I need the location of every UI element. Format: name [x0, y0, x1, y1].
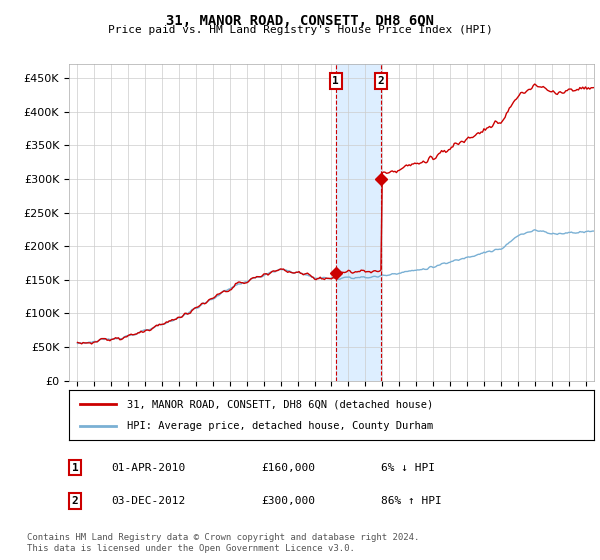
Text: 6% ↓ HPI: 6% ↓ HPI — [381, 463, 435, 473]
Text: £160,000: £160,000 — [261, 463, 315, 473]
Text: HPI: Average price, detached house, County Durham: HPI: Average price, detached house, Coun… — [127, 421, 433, 431]
Text: 2: 2 — [71, 496, 79, 506]
Text: 03-DEC-2012: 03-DEC-2012 — [111, 496, 185, 506]
Text: Price paid vs. HM Land Registry's House Price Index (HPI): Price paid vs. HM Land Registry's House … — [107, 25, 493, 35]
Text: £300,000: £300,000 — [261, 496, 315, 506]
Text: 01-APR-2010: 01-APR-2010 — [111, 463, 185, 473]
Text: 86% ↑ HPI: 86% ↑ HPI — [381, 496, 442, 506]
Text: 31, MANOR ROAD, CONSETT, DH8 6QN (detached house): 31, MANOR ROAD, CONSETT, DH8 6QN (detach… — [127, 399, 433, 409]
Bar — [336, 64, 381, 381]
Text: 2: 2 — [377, 76, 385, 86]
Text: 1: 1 — [332, 76, 339, 86]
Text: 1: 1 — [71, 463, 79, 473]
Text: Contains HM Land Registry data © Crown copyright and database right 2024.
This d: Contains HM Land Registry data © Crown c… — [27, 533, 419, 553]
Text: 31, MANOR ROAD, CONSETT, DH8 6QN: 31, MANOR ROAD, CONSETT, DH8 6QN — [166, 14, 434, 28]
